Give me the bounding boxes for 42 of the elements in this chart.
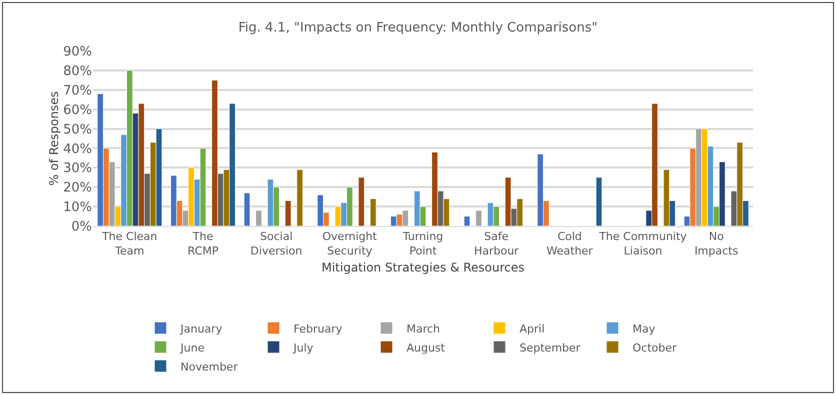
bar: [464, 216, 470, 226]
x-tick-label: Turning Point: [402, 230, 444, 258]
bar: [370, 198, 376, 226]
x-tick-label: Social Diversion: [250, 230, 302, 258]
y-tick-label: 0%: [71, 220, 92, 235]
bar: [596, 177, 602, 226]
y-tick-label: 10%: [63, 200, 92, 216]
legend-label: July: [292, 341, 314, 354]
y-axis-title: % of Responses: [47, 91, 62, 186]
legend-label: January: [180, 322, 223, 336]
legend-label: February: [294, 322, 343, 336]
legend-label: May: [632, 322, 656, 336]
y-tick-label: 60%: [63, 102, 92, 118]
y-tick-label: 80%: [63, 64, 92, 79]
legend-label: October: [632, 341, 677, 354]
legend-label: August: [406, 341, 446, 354]
x-tick-label: The RCMP: [188, 230, 219, 258]
bar: [244, 192, 250, 226]
legend-label: November: [180, 360, 238, 374]
bar: [256, 210, 262, 226]
legend-label: June: [180, 341, 205, 354]
legend-label: September: [520, 341, 581, 354]
bar: [358, 177, 365, 226]
x-axis-title: Mitigation Strategies & Resources: [321, 260, 525, 274]
x-tick-label: Cold Weather: [546, 230, 594, 258]
legend-label: April: [520, 322, 545, 336]
x-tick-label: Overnight Security: [322, 230, 378, 258]
bar: [296, 169, 303, 226]
y-tick-label: 20%: [63, 180, 92, 196]
y-tick-label: 90%: [63, 44, 92, 60]
x-tick-label: The Community Liaison: [598, 230, 688, 258]
chart-title: Fig. 4.1, "Impacts on Frequency: Monthly Comparisons": [238, 20, 598, 36]
bar: [476, 210, 482, 226]
x-tick-label: The Clean Team: [101, 230, 158, 258]
y-tick-label: 50%: [63, 122, 92, 138]
bar: [284, 200, 292, 226]
y-tick-label: 40%: [63, 142, 92, 157]
y-tick-label: 70%: [63, 83, 92, 98]
y-tick-label: 30%: [63, 161, 92, 176]
x-tick-label: No Impacts: [694, 230, 738, 258]
legend-label: March: [406, 322, 440, 336]
x-tick-label: Safe Harbour: [474, 230, 520, 258]
